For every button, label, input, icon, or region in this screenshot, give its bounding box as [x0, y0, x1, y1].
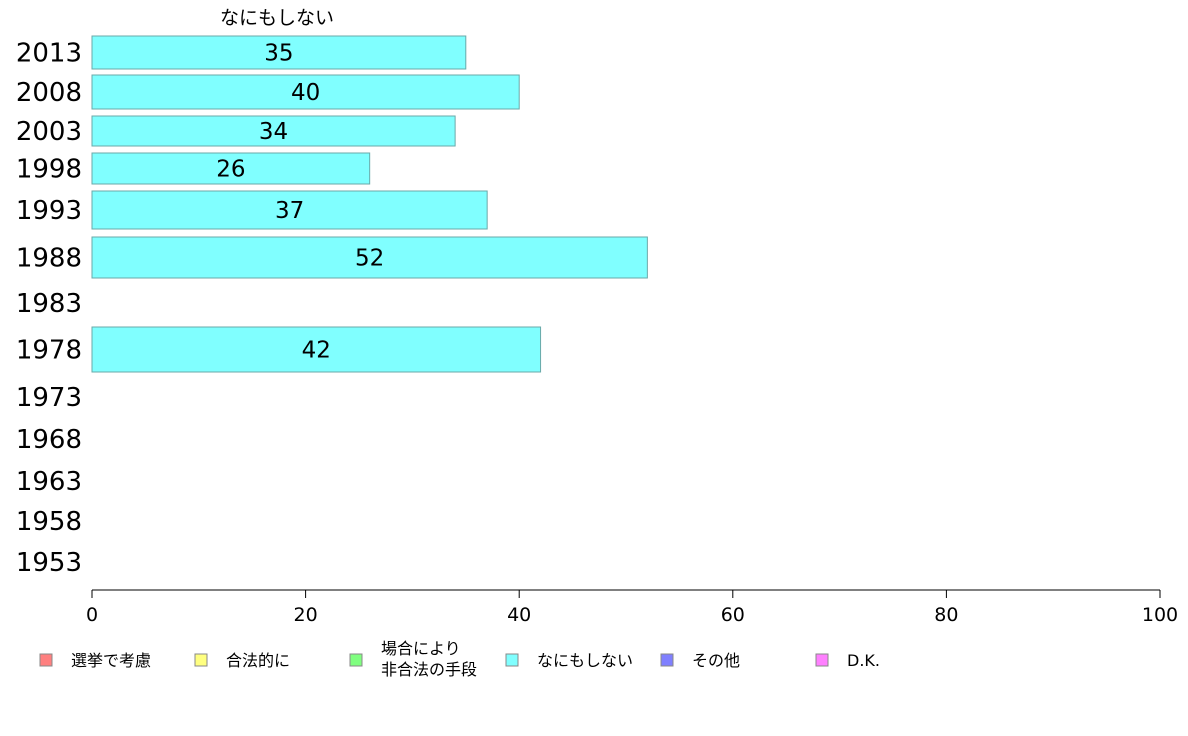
y-tick-label: 2008 — [16, 78, 82, 108]
bar-value-label: 35 — [264, 41, 293, 67]
bar — [91, 190, 488, 230]
bar — [91, 35, 467, 70]
bar — [91, 326, 542, 373]
legend-swatch — [349, 653, 363, 667]
panel-title: なにもしない — [220, 7, 334, 29]
legend-swatch — [39, 653, 53, 667]
y-tick-label: 1978 — [16, 336, 82, 366]
legend-swatch — [194, 653, 208, 667]
y-tick-label: 1963 — [16, 467, 82, 497]
bar-value-label: 34 — [259, 119, 288, 145]
y-tick-label: 1983 — [16, 289, 82, 319]
bar — [91, 74, 520, 110]
legend-label: 選挙で考慮 — [71, 651, 151, 670]
y-tick-label: 1998 — [16, 155, 82, 185]
bar-rows: 2013 35 2008 40 2003 34 1998 26 1993 37 1988 52 1983… — [16, 35, 648, 578]
legend-swatch — [660, 653, 674, 667]
legend-label: なにもしない — [537, 651, 633, 670]
y-tick-label: 1953 — [16, 548, 82, 578]
legend-label: 合法的に — [226, 651, 290, 670]
bar — [91, 236, 648, 279]
legend: 選挙で考慮 合法的に 場合により非合法の手段 なにもしない その他 D.K. — [39, 639, 880, 679]
bar-value-label: 40 — [291, 80, 320, 106]
x-tick-label: 40 — [507, 604, 531, 626]
bar — [91, 115, 456, 147]
bar-value-label: 52 — [355, 246, 384, 272]
x-tick-label: 80 — [934, 604, 958, 626]
legend-label: 場合により非合法の手段 — [381, 639, 477, 679]
legend-swatch — [505, 653, 519, 667]
legend-label: その他 — [692, 651, 740, 670]
x-tick-label: 20 — [294, 604, 318, 626]
x-tick-label: 0 — [86, 604, 98, 626]
y-tick-label: 1988 — [16, 244, 82, 274]
x-axis: 0 20 40 60 80 100 — [86, 590, 1178, 626]
y-tick-label: 1958 — [16, 507, 82, 537]
legend-swatch — [815, 653, 829, 667]
y-tick-label: 1973 — [16, 383, 82, 413]
y-tick-label: 1968 — [16, 425, 82, 455]
legend-label: D.K. — [847, 651, 880, 670]
y-tick-label: 2003 — [16, 117, 82, 147]
y-tick-label: 1993 — [16, 196, 82, 226]
x-tick-label: 100 — [1142, 604, 1178, 626]
bar-value-label: 42 — [302, 338, 331, 364]
bar — [91, 152, 371, 185]
x-tick-label: 60 — [721, 604, 745, 626]
y-tick-label: 2013 — [16, 39, 82, 69]
bar-value-label: 37 — [275, 198, 304, 224]
bar-value-label: 26 — [216, 157, 245, 183]
